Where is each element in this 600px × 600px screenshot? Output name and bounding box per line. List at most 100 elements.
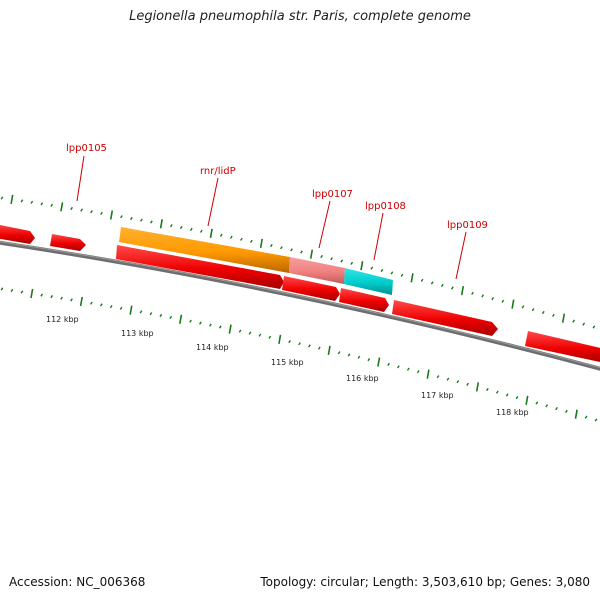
minor-tick xyxy=(240,237,243,241)
accession-text: Accession: NC_006368 xyxy=(9,575,146,589)
minor-tick xyxy=(298,342,301,346)
major-tick xyxy=(228,324,232,334)
gene-block-lpp0108[interactable] xyxy=(344,268,393,295)
minor-tick xyxy=(30,200,34,204)
minor-tick xyxy=(320,254,323,259)
minor-tick xyxy=(270,243,273,248)
upper-tick-track xyxy=(0,194,596,329)
minor-tick xyxy=(582,322,586,326)
minor-tick xyxy=(0,196,4,200)
scale-label: 118 kbp xyxy=(496,408,529,417)
gene-label-lpp0109[interactable]: lpp0109 xyxy=(447,220,488,231)
minor-tick xyxy=(250,239,253,243)
major-tick xyxy=(410,273,414,283)
major-tick xyxy=(426,369,430,379)
major-tick xyxy=(179,314,183,324)
major-tick xyxy=(60,202,64,212)
minor-tick xyxy=(70,298,73,302)
minor-tick xyxy=(219,233,223,237)
scale-labels: 112 kbp 113 kbp 114 kbp 115 kbp 116 kbp … xyxy=(46,315,529,417)
minor-tick xyxy=(545,404,549,408)
major-tick xyxy=(129,305,133,315)
minor-tick xyxy=(258,333,262,337)
minor-tick xyxy=(50,203,54,207)
minor-tick xyxy=(436,375,440,379)
scale-tick-track xyxy=(0,287,598,422)
gene-block[interactable] xyxy=(116,245,284,289)
minor-tick xyxy=(531,308,535,312)
major-tick xyxy=(360,261,364,271)
gene-block[interactable] xyxy=(339,288,389,312)
minor-tick xyxy=(130,216,133,221)
minor-tick xyxy=(521,305,525,309)
gene-label-lpp0107[interactable]: lpp0107 xyxy=(312,189,353,200)
minor-tick xyxy=(40,293,44,297)
minor-tick xyxy=(20,290,24,294)
gene-label-lpp0108[interactable]: lpp0108 xyxy=(365,201,406,212)
minor-tick xyxy=(140,218,143,222)
minor-tick xyxy=(169,315,173,319)
gene-label-rnr-lidP[interactable]: rnr/lidP xyxy=(200,166,236,177)
minor-tick xyxy=(390,271,394,275)
gene-block[interactable] xyxy=(0,224,35,244)
minor-tick xyxy=(471,291,474,295)
minor-tick xyxy=(288,340,291,344)
minor-tick xyxy=(501,299,505,303)
gene-block-lpp0107[interactable] xyxy=(289,257,345,284)
minor-tick xyxy=(0,287,4,291)
map-title: Legionella pneumophila str. Paris, compl… xyxy=(129,9,471,24)
minor-tick xyxy=(120,215,123,219)
major-tick xyxy=(475,382,480,392)
minor-tick xyxy=(535,401,539,405)
major-tick xyxy=(561,313,566,323)
minor-tick xyxy=(308,344,311,348)
gene-block[interactable] xyxy=(50,234,86,251)
major-tick xyxy=(460,285,465,296)
gene-block[interactable] xyxy=(282,276,340,301)
scale-label: 115 kbp xyxy=(271,358,304,367)
minor-tick xyxy=(357,355,361,359)
gene-block[interactable] xyxy=(525,331,600,363)
minor-tick xyxy=(100,211,103,215)
minor-tick xyxy=(505,393,509,397)
scale-label: 113 kbp xyxy=(121,329,154,338)
gene-block-rnr-lidP[interactable] xyxy=(119,227,290,273)
minor-tick xyxy=(218,325,222,329)
minor-tick xyxy=(199,321,202,325)
minor-tick xyxy=(552,313,555,317)
minor-tick xyxy=(337,351,341,355)
minor-tick xyxy=(80,208,83,212)
gene-block[interactable] xyxy=(392,300,498,336)
minor-tick xyxy=(229,235,233,239)
minor-tick xyxy=(99,303,103,307)
minor-tick xyxy=(70,206,73,211)
major-tick xyxy=(10,194,14,205)
minor-tick xyxy=(139,310,143,314)
minor-tick xyxy=(440,283,444,287)
minor-tick xyxy=(416,370,420,374)
genome-stats-text: Topology: circular; Length: 3,503,610 bp… xyxy=(260,575,590,589)
gene-label-lpp0105[interactable]: lpp0105 xyxy=(66,143,107,154)
minor-tick xyxy=(189,319,192,323)
minor-tick xyxy=(592,325,596,329)
major-tick xyxy=(79,296,83,307)
minor-tick xyxy=(169,224,173,228)
minor-tick xyxy=(420,278,424,282)
gene-labels: lpp0105 rnr/lidP lpp0107 lpp0108 lpp0109 xyxy=(66,143,488,231)
minor-tick xyxy=(387,362,390,366)
minor-tick xyxy=(406,367,410,371)
minor-tick xyxy=(456,380,460,384)
minor-tick xyxy=(541,310,545,315)
minor-tick xyxy=(397,365,400,369)
minor-tick xyxy=(179,225,183,230)
minor-tick xyxy=(159,313,163,318)
minor-tick xyxy=(248,331,252,335)
major-tick xyxy=(309,249,314,259)
minor-tick xyxy=(572,319,575,323)
minor-tick xyxy=(149,312,153,316)
minor-tick xyxy=(400,273,404,277)
minor-tick xyxy=(515,396,519,400)
minor-tick xyxy=(268,335,272,339)
major-tick xyxy=(511,299,515,309)
